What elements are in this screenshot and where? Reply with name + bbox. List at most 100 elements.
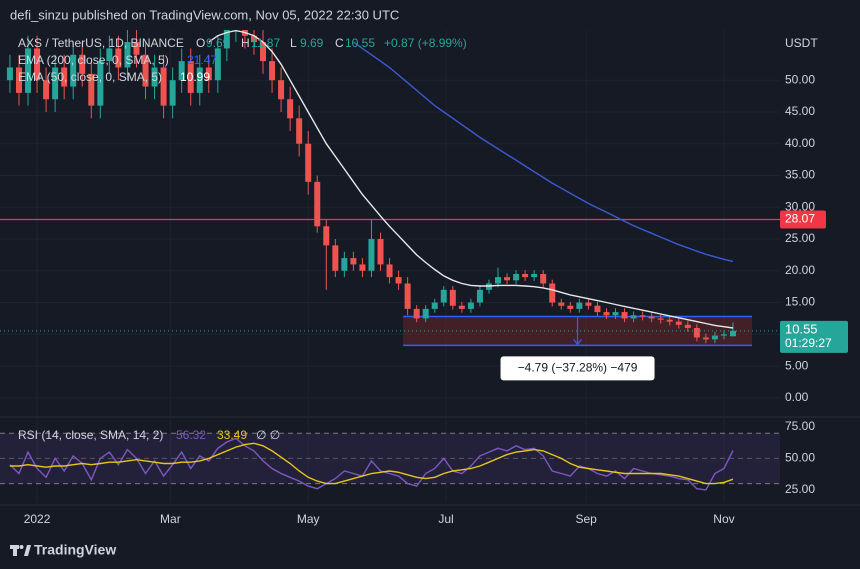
candle-body — [287, 99, 294, 119]
ema-value: 10.99 — [180, 70, 210, 84]
rsi-tick-label: 50.00 — [785, 451, 815, 465]
candle-body — [323, 226, 330, 246]
candle-body — [278, 80, 285, 100]
candle-body — [657, 318, 664, 320]
candle-body — [467, 302, 474, 309]
axes: 0.005.0010.0015.0020.0025.0030.0035.0040… — [24, 36, 848, 526]
grid — [0, 30, 780, 502]
candle-body — [666, 319, 673, 322]
candle-body — [250, 35, 257, 43]
candle-body — [567, 305, 574, 309]
candle-body — [205, 67, 212, 81]
candle-body — [341, 258, 348, 271]
candle-body — [585, 302, 592, 306]
candle-body — [115, 48, 122, 68]
axis-unit: USDT — [785, 36, 818, 50]
candle-body — [522, 273, 529, 278]
y-tick-label: 5.00 — [785, 358, 809, 372]
candle-body — [540, 273, 547, 284]
candle-body — [269, 61, 276, 81]
candle-body — [332, 245, 339, 271]
ohlc-prefix: O — [196, 36, 205, 50]
brand-logo — [10, 545, 31, 556]
candle-body — [431, 302, 438, 309]
candle-body — [720, 334, 727, 336]
y-tick-label: 50.00 — [785, 72, 815, 86]
candle-body — [630, 315, 637, 319]
change: +0.87 (+8.99%) — [384, 36, 467, 50]
ohlc-value: 9.69 — [206, 36, 230, 50]
y-tick-label: 45.00 — [785, 104, 815, 118]
candle-body — [97, 61, 104, 106]
candle-body — [305, 143, 312, 182]
candle-body — [558, 302, 565, 306]
x-tick-label: 2022 — [24, 512, 51, 526]
x-tick-label: Sep — [575, 512, 597, 526]
candle-body — [196, 67, 203, 93]
candle-body — [386, 264, 393, 278]
candle-body — [404, 283, 411, 309]
candle-body — [639, 315, 646, 317]
candle-body — [142, 54, 149, 87]
y-tick-label: 0.00 — [785, 390, 809, 404]
x-tick-label: Mar — [160, 512, 181, 526]
candle-body — [350, 258, 357, 265]
candle-body — [368, 239, 375, 271]
ohlc-value: 10.55 — [345, 36, 375, 50]
candle-body — [684, 324, 691, 328]
candle-body — [711, 335, 718, 340]
measure-label-box — [500, 356, 655, 381]
candle-body — [79, 54, 86, 74]
candle-body — [576, 302, 583, 309]
candle-body — [621, 312, 628, 319]
rsi-line — [9, 437, 734, 491]
candle-body — [34, 48, 41, 81]
ohlc-value: 9.69 — [300, 36, 324, 50]
candle-body — [476, 289, 483, 303]
rsi-sma-value: 33.49 — [217, 428, 247, 442]
candle-body — [6, 67, 13, 81]
candle-body — [440, 289, 447, 303]
candle-body — [504, 277, 511, 281]
candle-body — [693, 327, 700, 338]
candle-body — [648, 316, 655, 319]
ema-value: 21.47 — [187, 53, 217, 67]
candle-body — [449, 289, 456, 306]
candle-body — [169, 80, 176, 106]
price-pane — [0, 30, 780, 347]
x-tick-label: Jul — [438, 512, 453, 526]
candle-body — [133, 42, 140, 55]
measure-arrowhead — [573, 338, 583, 346]
y-tick-label: 30.00 — [785, 199, 815, 213]
y-tick-label: 15.00 — [785, 295, 815, 309]
candle-body — [495, 277, 502, 284]
candle-body — [124, 42, 131, 68]
candle-body — [359, 264, 366, 271]
publisher: defi_sinzu published on TradingView.com,… — [10, 7, 399, 22]
candle-body — [458, 305, 465, 309]
y-tick-label: 40.00 — [785, 136, 815, 150]
candle-body — [422, 308, 429, 319]
ema-legend: EMA (50, close, 0, SMA, 5) — [18, 70, 162, 84]
x-tick-label: Nov — [713, 512, 734, 526]
candle-body — [531, 273, 538, 278]
candle-body — [151, 67, 158, 87]
ohlc-prefix: H — [241, 36, 250, 50]
candle-body — [296, 118, 303, 144]
candle-body — [413, 308, 420, 319]
ohlc-prefix: L — [290, 36, 297, 50]
candle-body — [675, 321, 682, 325]
candle-body — [160, 67, 167, 106]
candle-body — [702, 337, 709, 340]
candle-body — [88, 73, 95, 106]
candle-body — [513, 273, 520, 281]
candle-body — [25, 48, 32, 93]
ema-line — [208, 30, 734, 329]
candle-body — [43, 80, 50, 100]
price-tag — [780, 210, 826, 229]
candle-body — [52, 67, 59, 100]
candle-body — [15, 67, 22, 93]
price-tag-label: 28.07 — [785, 212, 815, 226]
measure-label: −4.79 (−37.28%) −479 — [518, 361, 638, 375]
